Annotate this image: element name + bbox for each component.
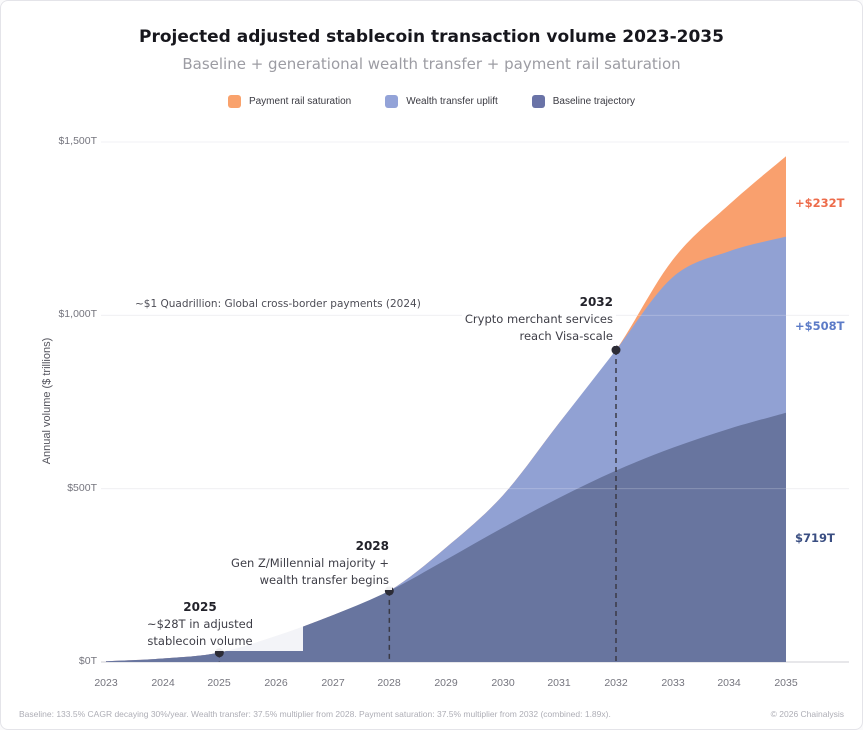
legend-swatch-icon bbox=[227, 95, 241, 108]
annotation-text: reach Visa-scale bbox=[519, 329, 614, 344]
x-tick-2024: 2024 bbox=[151, 677, 175, 689]
page-title: Projected adjusted stablecoin transactio… bbox=[139, 27, 724, 47]
annotation-text: stablecoin volume bbox=[147, 634, 253, 649]
x-tick-2030: 2030 bbox=[491, 677, 515, 689]
x-tick-2029: 2029 bbox=[434, 677, 458, 689]
copyright-note: © 2026 Chainalysis bbox=[770, 709, 844, 719]
legend-swatch-icon bbox=[531, 95, 545, 108]
annotation-2032: 2032 Crypto merchant services reach Visa… bbox=[461, 293, 616, 346]
quadrillion-reference-note: ~$1 Quadrillion: Global cross-border pay… bbox=[135, 298, 425, 312]
end-label-baseline: $719T bbox=[795, 531, 835, 545]
x-tick-2023: 2023 bbox=[94, 677, 118, 689]
x-tick-2033: 2033 bbox=[661, 677, 685, 689]
y-tick-500: $500T bbox=[67, 482, 97, 494]
x-tick-2035: 2035 bbox=[774, 677, 798, 689]
marker-dot-2032 bbox=[611, 345, 621, 355]
methodology-note: Baseline: 133.5% CAGR decaying 30%/year.… bbox=[19, 709, 611, 719]
legend-label: Baseline trajectory bbox=[552, 96, 636, 107]
annotation-year: 2028 bbox=[355, 539, 389, 553]
x-tick-2026: 2026 bbox=[264, 677, 288, 689]
x-tick-2027: 2027 bbox=[321, 677, 345, 689]
x-tick-2028: 2028 bbox=[377, 677, 401, 689]
area-payment-rail-saturation bbox=[106, 156, 787, 662]
page-subtitle: Baseline + generational wealth transfer … bbox=[182, 55, 681, 73]
annotation-text: Crypto merchant services bbox=[464, 312, 613, 326]
annotation-text: Gen Z/Millennial majority + bbox=[231, 556, 389, 570]
legend-item-wealth-uplift: Wealth transfer uplift bbox=[385, 95, 498, 108]
end-label-payment-saturation: +$232T bbox=[795, 196, 845, 210]
legend-swatch-icon bbox=[385, 95, 399, 108]
chart-legend: Payment rail saturation Wealth transfer … bbox=[1, 95, 862, 108]
x-tick-2032: 2032 bbox=[604, 677, 628, 689]
y-tick-1500: $1,500T bbox=[58, 135, 97, 147]
legend-label: Wealth transfer uplift bbox=[406, 96, 498, 107]
y-tick-0: $0T bbox=[78, 655, 97, 667]
legend-item-baseline: Baseline trajectory bbox=[531, 95, 636, 108]
x-tick-2034: 2034 bbox=[717, 677, 741, 689]
annotation-text: wealth transfer begins bbox=[259, 573, 389, 588]
annotation-year: 2032 bbox=[579, 295, 613, 309]
y-tick-1000: $1,000T bbox=[58, 308, 97, 320]
annotation-2028: 2028 Gen Z/Millennial majority + wealth … bbox=[228, 537, 392, 590]
x-tick-2031: 2031 bbox=[547, 677, 571, 689]
legend-item-payment-saturation: Payment rail saturation bbox=[227, 95, 352, 108]
legend-label: Payment rail saturation bbox=[248, 96, 352, 107]
annotation-year: 2025 bbox=[183, 600, 217, 614]
annotation-text: ~$28T in adjusted bbox=[146, 617, 254, 631]
x-tick-2025: 2025 bbox=[207, 677, 231, 689]
annotation-2025: 2025 ~$28T in adjusted stablecoin volume bbox=[97, 598, 303, 651]
end-label-wealth-uplift: +$508T bbox=[795, 319, 845, 333]
